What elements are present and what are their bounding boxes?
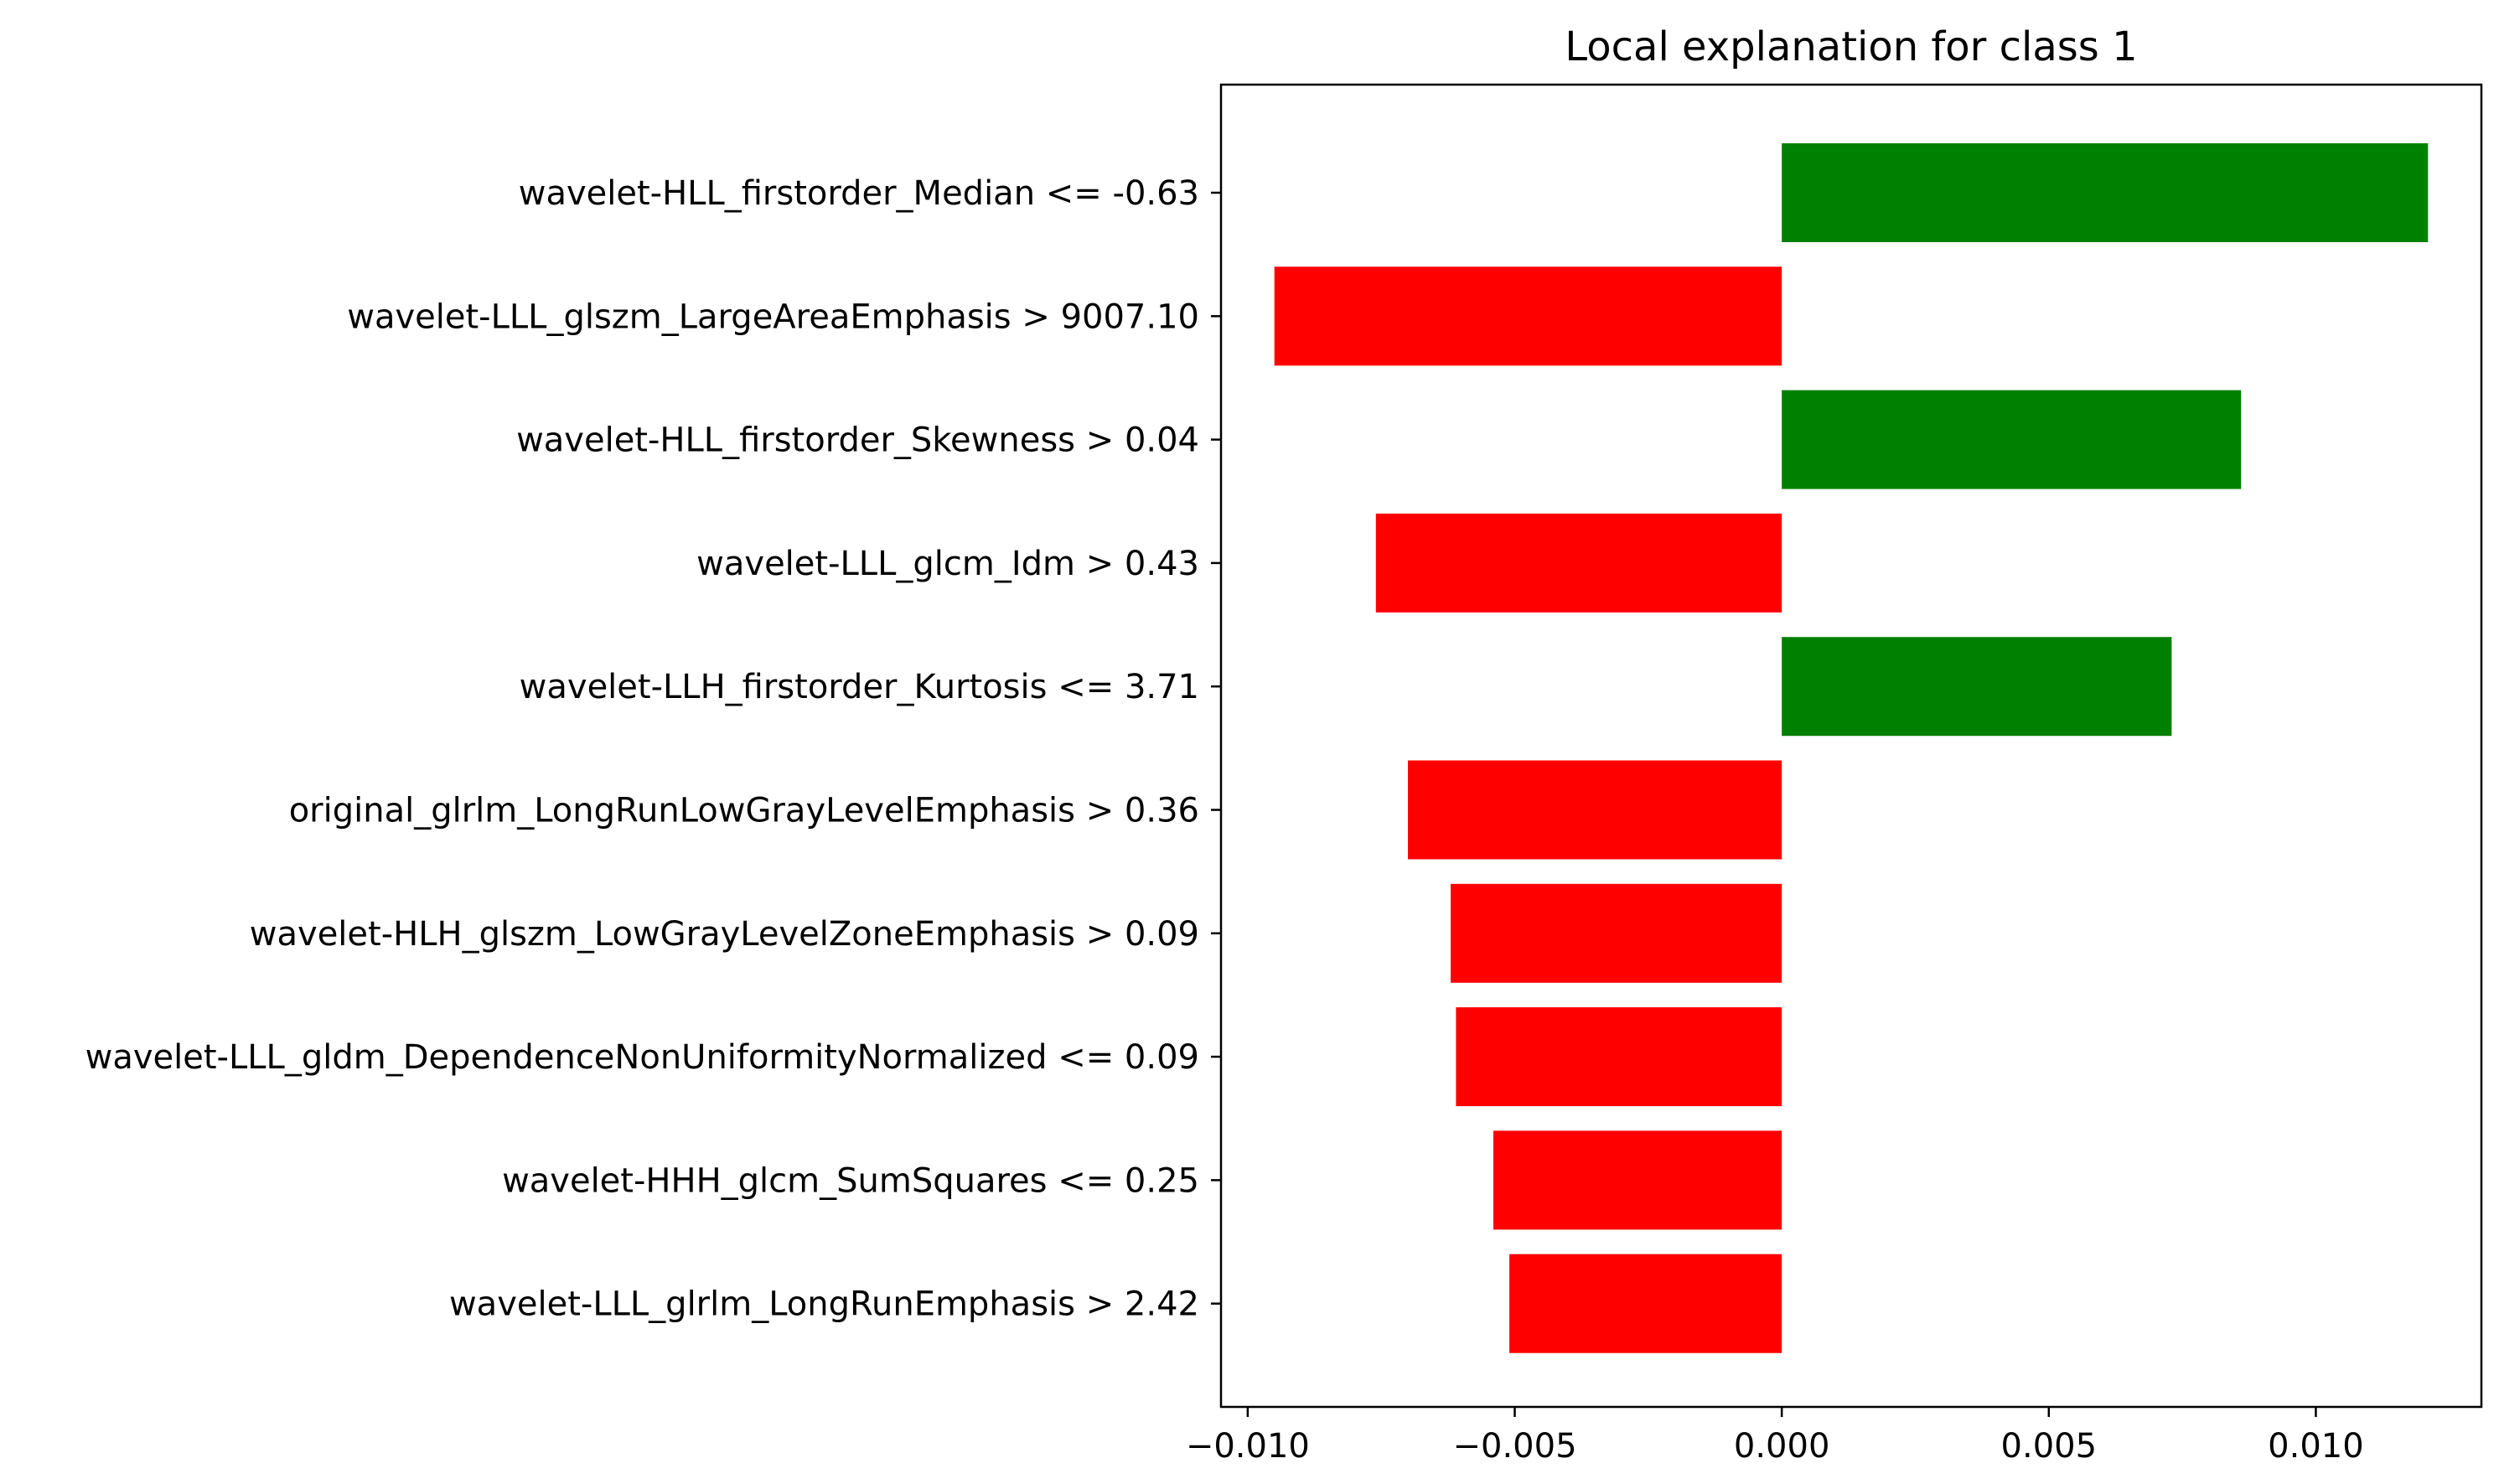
bar-2 (1274, 266, 1782, 366)
y-tick-label: wavelet-LLH_firstorder_Kurtosis <= 3.71 (520, 668, 1199, 706)
y-tick-labels: wavelet-HLL_firstorder_Median <= -0.63 wa… (85, 174, 1221, 1324)
bar-6 (1408, 760, 1782, 860)
y-tick-label: wavelet-HLL_firstorder_Skewness > 0.04 (516, 421, 1199, 460)
x-axis: −0.010 −0.005 0.000 0.005 0.010 (1186, 1407, 2364, 1466)
bar-7 (1451, 883, 1782, 983)
x-tick-label: 0.005 (2001, 1427, 2098, 1466)
bar-8 (1456, 1007, 1782, 1107)
x-tick-label: −0.005 (1452, 1427, 1576, 1466)
x-tick-label: 0.000 (1734, 1427, 1830, 1466)
bar-1 (1782, 143, 2429, 242)
bar-10 (1509, 1254, 1782, 1353)
y-tick-label: wavelet-HLH_glszm_LowGrayLevelZoneEmphas… (250, 915, 1199, 954)
y-tick-label: wavelet-LLL_glrlm_LongRunEmphasis > 2.42 (449, 1285, 1199, 1324)
y-tick-label: wavelet-HLL_firstorder_Median <= -0.63 (519, 174, 1199, 213)
y-tick-label: wavelet-LLL_glszm_LargeAreaEmphasis > 90… (347, 297, 1199, 336)
chart-title: Local explanation for class 1 (1565, 23, 2137, 70)
y-tick-label: wavelet-HHH_glcm_SumSquares <= 0.25 (502, 1161, 1199, 1200)
y-tick-label: wavelet-LLL_glcm_Idm > 0.43 (696, 545, 1199, 583)
bar-4 (1375, 513, 1782, 613)
x-tick-label: 0.010 (2268, 1427, 2364, 1466)
plot-frame (1219, 83, 2483, 1409)
y-tick-label: original_glrlm_LongRunLowGrayLevelEmphas… (289, 792, 1199, 830)
bar-5 (1782, 637, 2172, 737)
y-tick-label: wavelet-LLL_gldm_DependenceNonUniformity… (85, 1038, 1199, 1077)
x-tick-label: −0.010 (1186, 1427, 1310, 1466)
bar-3 (1782, 390, 2242, 489)
bar-9 (1493, 1130, 1782, 1230)
bars-group (1274, 143, 2429, 1353)
